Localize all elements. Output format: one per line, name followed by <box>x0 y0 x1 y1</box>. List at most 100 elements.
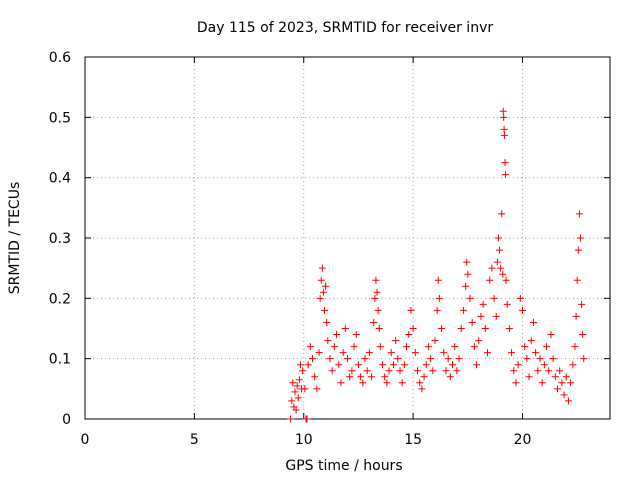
data-point <box>453 367 461 375</box>
data-point <box>330 343 338 351</box>
data-point <box>463 258 471 266</box>
data-point <box>499 270 507 278</box>
y-tick-label: 0.5 <box>49 110 71 126</box>
data-point <box>529 318 537 326</box>
data-point <box>540 361 548 369</box>
data-point <box>459 306 467 314</box>
data-point <box>398 379 406 387</box>
data-point <box>466 294 474 302</box>
data-point <box>431 337 439 345</box>
data-point <box>567 379 575 387</box>
data-point <box>299 367 307 375</box>
data-point <box>464 270 472 278</box>
data-point <box>556 367 564 375</box>
y-tick-label: 0.6 <box>49 50 71 66</box>
data-point <box>564 397 572 405</box>
data-point <box>490 294 498 302</box>
data-point <box>519 306 526 314</box>
data-point <box>352 331 360 339</box>
data-point <box>375 325 383 332</box>
data-point <box>534 367 542 375</box>
data-point <box>381 373 389 381</box>
data-point <box>574 246 582 254</box>
data-point <box>365 349 373 357</box>
data-point <box>322 282 330 290</box>
data-point <box>494 234 502 242</box>
data-point <box>313 385 321 393</box>
data-point <box>523 355 531 363</box>
data-point <box>500 113 508 121</box>
data-point <box>525 373 533 381</box>
data-point <box>385 367 393 375</box>
data-point <box>516 294 524 302</box>
data-point <box>339 349 347 357</box>
data-point <box>318 264 326 272</box>
data-point <box>422 361 430 369</box>
x-tick-label: 10 <box>295 432 313 448</box>
data-point <box>321 306 329 314</box>
data-point <box>289 379 297 387</box>
data-point <box>372 276 380 284</box>
data-point <box>311 373 319 381</box>
data-point <box>571 343 579 351</box>
data-point <box>468 318 476 326</box>
data-point <box>538 379 546 387</box>
data-point <box>497 264 505 272</box>
data-point <box>440 349 448 357</box>
data-point <box>403 343 411 351</box>
data-point <box>499 107 507 115</box>
data-point <box>303 415 311 423</box>
data-point <box>370 318 378 326</box>
data-point <box>501 159 509 167</box>
data-point <box>579 331 587 339</box>
data-point <box>292 406 300 414</box>
data-point <box>543 343 551 351</box>
data-point <box>405 331 413 339</box>
data-point <box>558 379 566 387</box>
data-point <box>344 355 351 363</box>
chart-title: Day 115 of 2023, SRMTID for receiver inv… <box>197 20 493 36</box>
data-point <box>294 394 302 402</box>
data-point <box>551 373 559 381</box>
data-point <box>444 355 452 363</box>
data-point <box>323 318 331 326</box>
data-point <box>429 367 437 375</box>
data-point <box>359 379 367 387</box>
data-point <box>368 373 376 381</box>
data-point <box>576 234 584 242</box>
data-point <box>484 349 491 357</box>
data-point <box>433 306 441 314</box>
data-point <box>470 343 478 351</box>
data-point <box>481 325 489 332</box>
data-point <box>438 325 446 332</box>
data-point <box>287 415 295 423</box>
data-point <box>505 325 513 332</box>
data-point <box>547 331 555 339</box>
data-point <box>475 337 483 345</box>
data-point <box>451 343 459 351</box>
data-point <box>392 337 400 345</box>
y-axis-label: SRMTID / TECUs <box>7 182 23 295</box>
data-point <box>350 343 358 351</box>
data-point <box>418 385 426 393</box>
data-point <box>486 276 494 284</box>
data-point <box>400 361 408 369</box>
data-point <box>442 367 450 375</box>
data-point <box>373 288 381 296</box>
y-tick-label: 0.4 <box>49 171 71 187</box>
data-point <box>304 361 312 369</box>
data-point <box>473 361 481 369</box>
data-point <box>341 325 349 332</box>
data-point <box>296 361 304 369</box>
data-point <box>580 355 588 363</box>
data-point <box>500 125 508 133</box>
data-point <box>301 385 309 393</box>
data-point <box>575 210 583 218</box>
data-point <box>572 312 580 320</box>
data-point <box>562 373 570 381</box>
data-point <box>361 355 369 363</box>
data-point <box>389 361 397 369</box>
data-point <box>309 355 316 363</box>
x-tick-label: 5 <box>190 432 199 448</box>
data-point <box>354 361 362 369</box>
